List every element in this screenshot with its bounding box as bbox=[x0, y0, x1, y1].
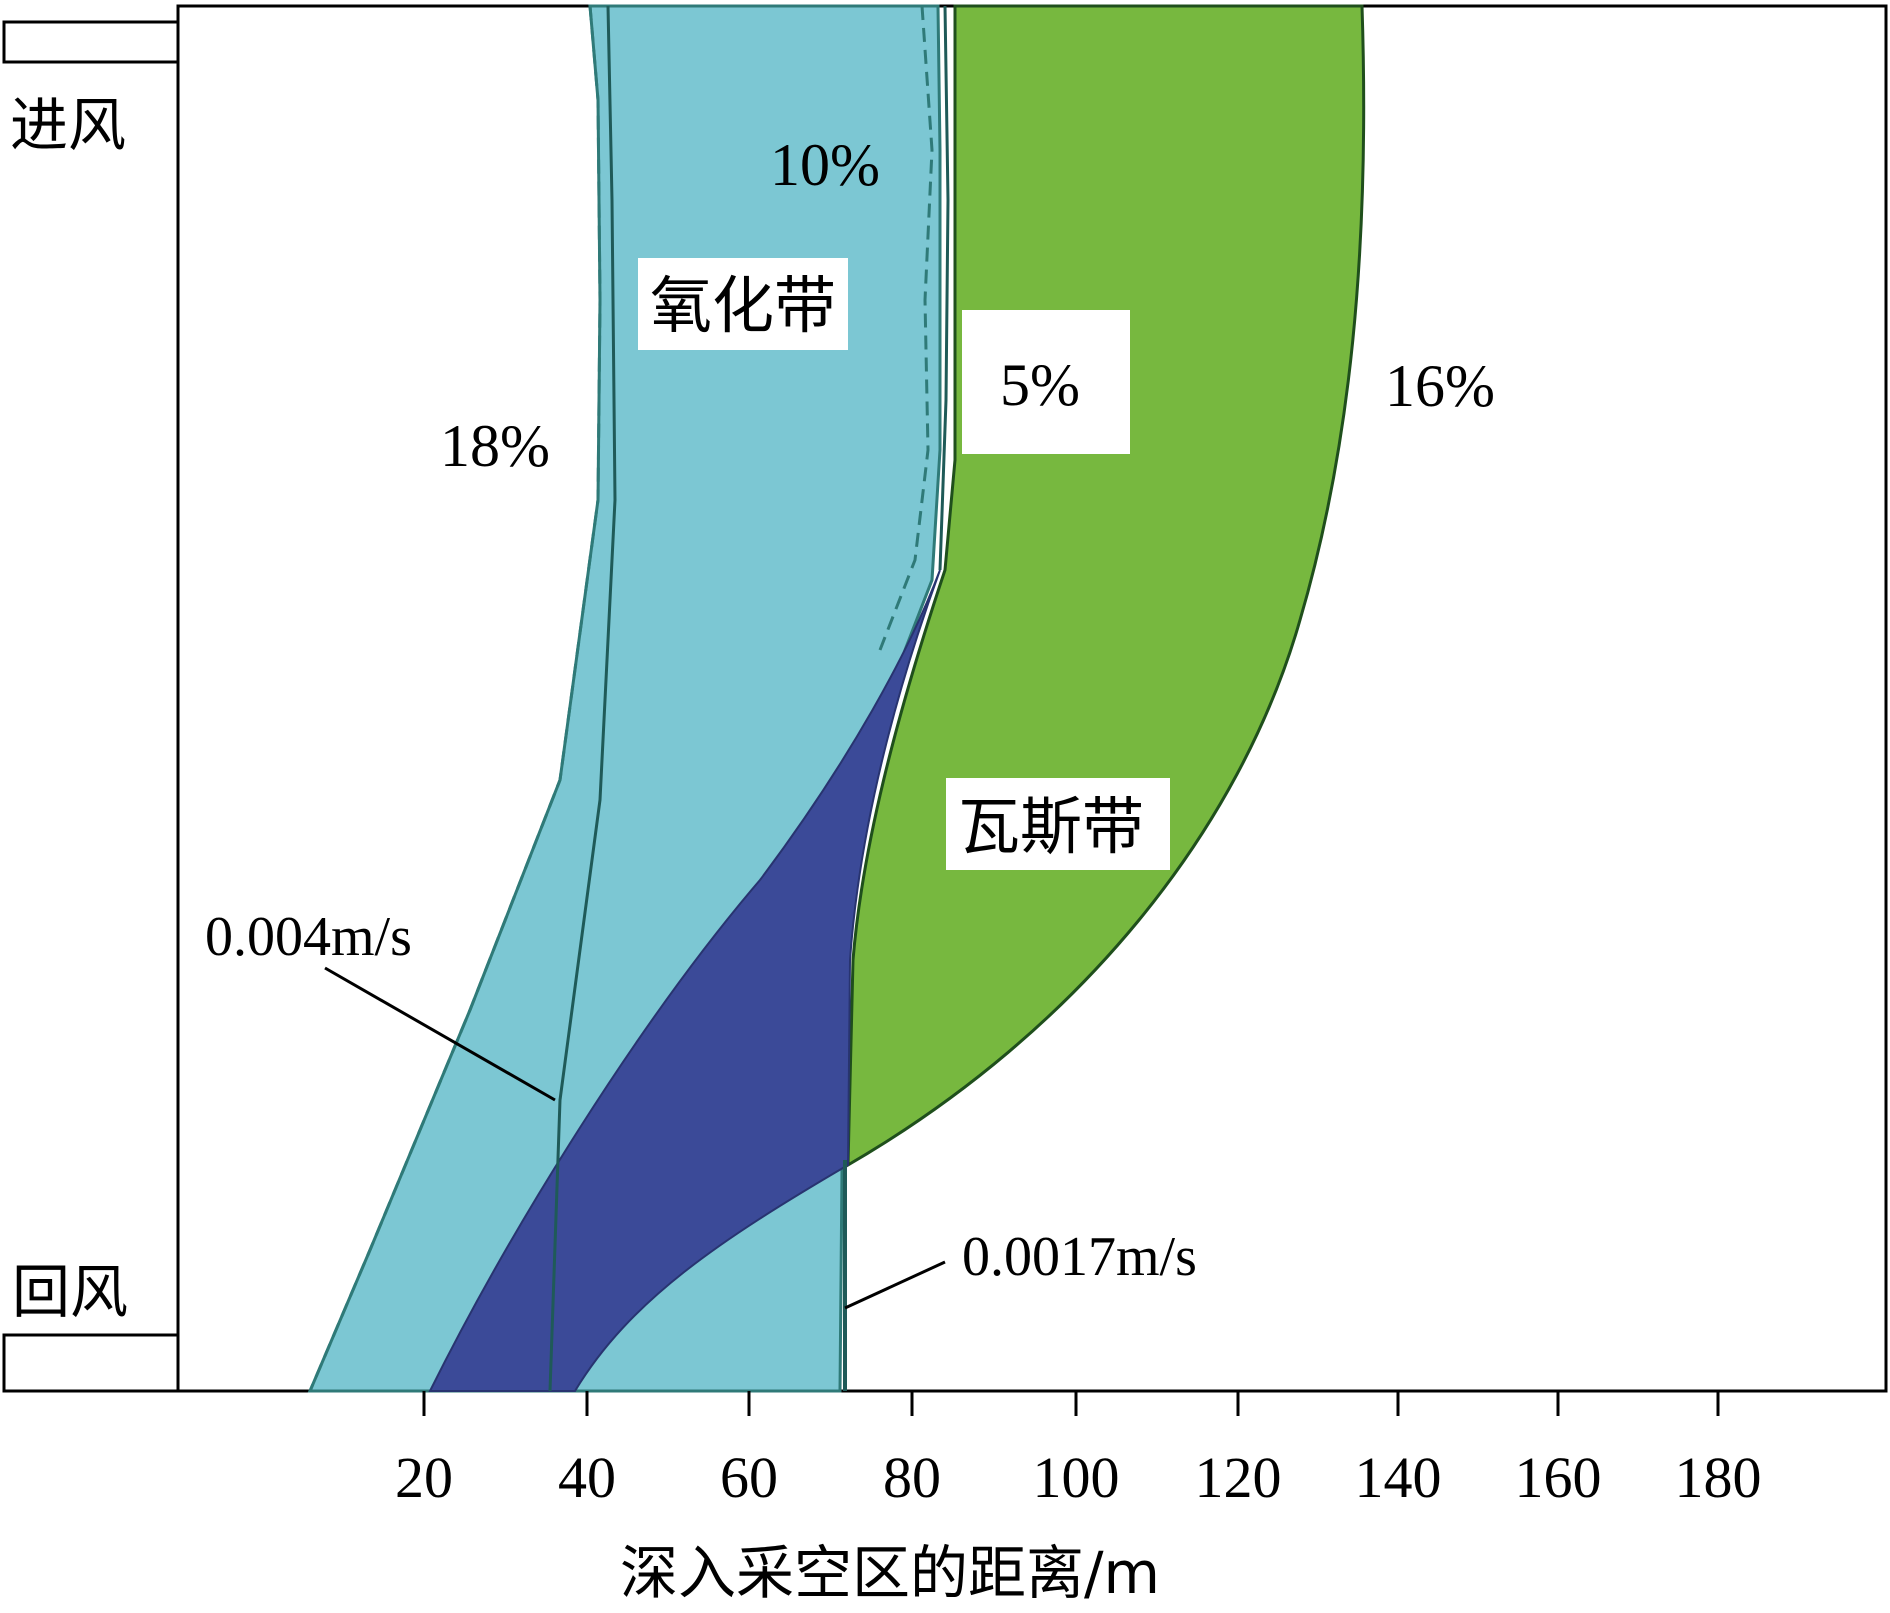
o2-10-boundary bbox=[878, 5, 934, 651]
x-tick-label: 40 bbox=[558, 1445, 616, 1510]
oxidation-label-box bbox=[638, 258, 848, 350]
o2-18-boundary bbox=[308, 5, 602, 1392]
velocity-low-label: 0.0017m/s bbox=[962, 1226, 1197, 1288]
gas-label-box bbox=[946, 778, 1170, 870]
x-tick-label: 140 bbox=[1355, 1445, 1442, 1510]
x-tick-label: 60 bbox=[720, 1445, 778, 1510]
gas-zone-region bbox=[846, 4, 1366, 1168]
x-axis: 20 40 60 80 100 120 140 160 180 bbox=[395, 1391, 1762, 1510]
velocity-high-leader bbox=[324, 966, 556, 1102]
x-tick-label: 120 bbox=[1195, 1445, 1282, 1510]
o2-18-label: 18% bbox=[440, 413, 550, 479]
velocity-0-004-line bbox=[548, 5, 617, 1392]
o2-10-label: 10% bbox=[770, 132, 880, 198]
return-entrance bbox=[2, 1333, 180, 1393]
x-tick-label: 100 bbox=[1033, 1445, 1120, 1510]
o2-16-label: 16% bbox=[1385, 353, 1495, 419]
x-tick-label: 180 bbox=[1675, 1445, 1762, 1510]
gas-zone-label: 瓦斯带 bbox=[958, 790, 1144, 863]
return-label: 回风 bbox=[12, 1258, 128, 1326]
x-tick-label: 160 bbox=[1515, 1445, 1602, 1510]
velocity-low-leader bbox=[844, 1260, 946, 1310]
x-tick-label: 20 bbox=[395, 1445, 453, 1510]
intake-label: 进风 bbox=[10, 91, 126, 159]
x-tick-label: 80 bbox=[883, 1445, 941, 1510]
intake-entrance bbox=[2, 20, 180, 64]
velocity-0-0017-line bbox=[938, 5, 950, 571]
oxidation-zone-label: 氧化带 bbox=[650, 269, 836, 342]
o2-5-label: 5% bbox=[1000, 352, 1080, 418]
o2-5-label-box bbox=[962, 310, 1130, 454]
velocity-high-label: 0.004m/s bbox=[205, 906, 412, 968]
x-axis-title: 深入采空区的距离/m bbox=[620, 1539, 1160, 1607]
